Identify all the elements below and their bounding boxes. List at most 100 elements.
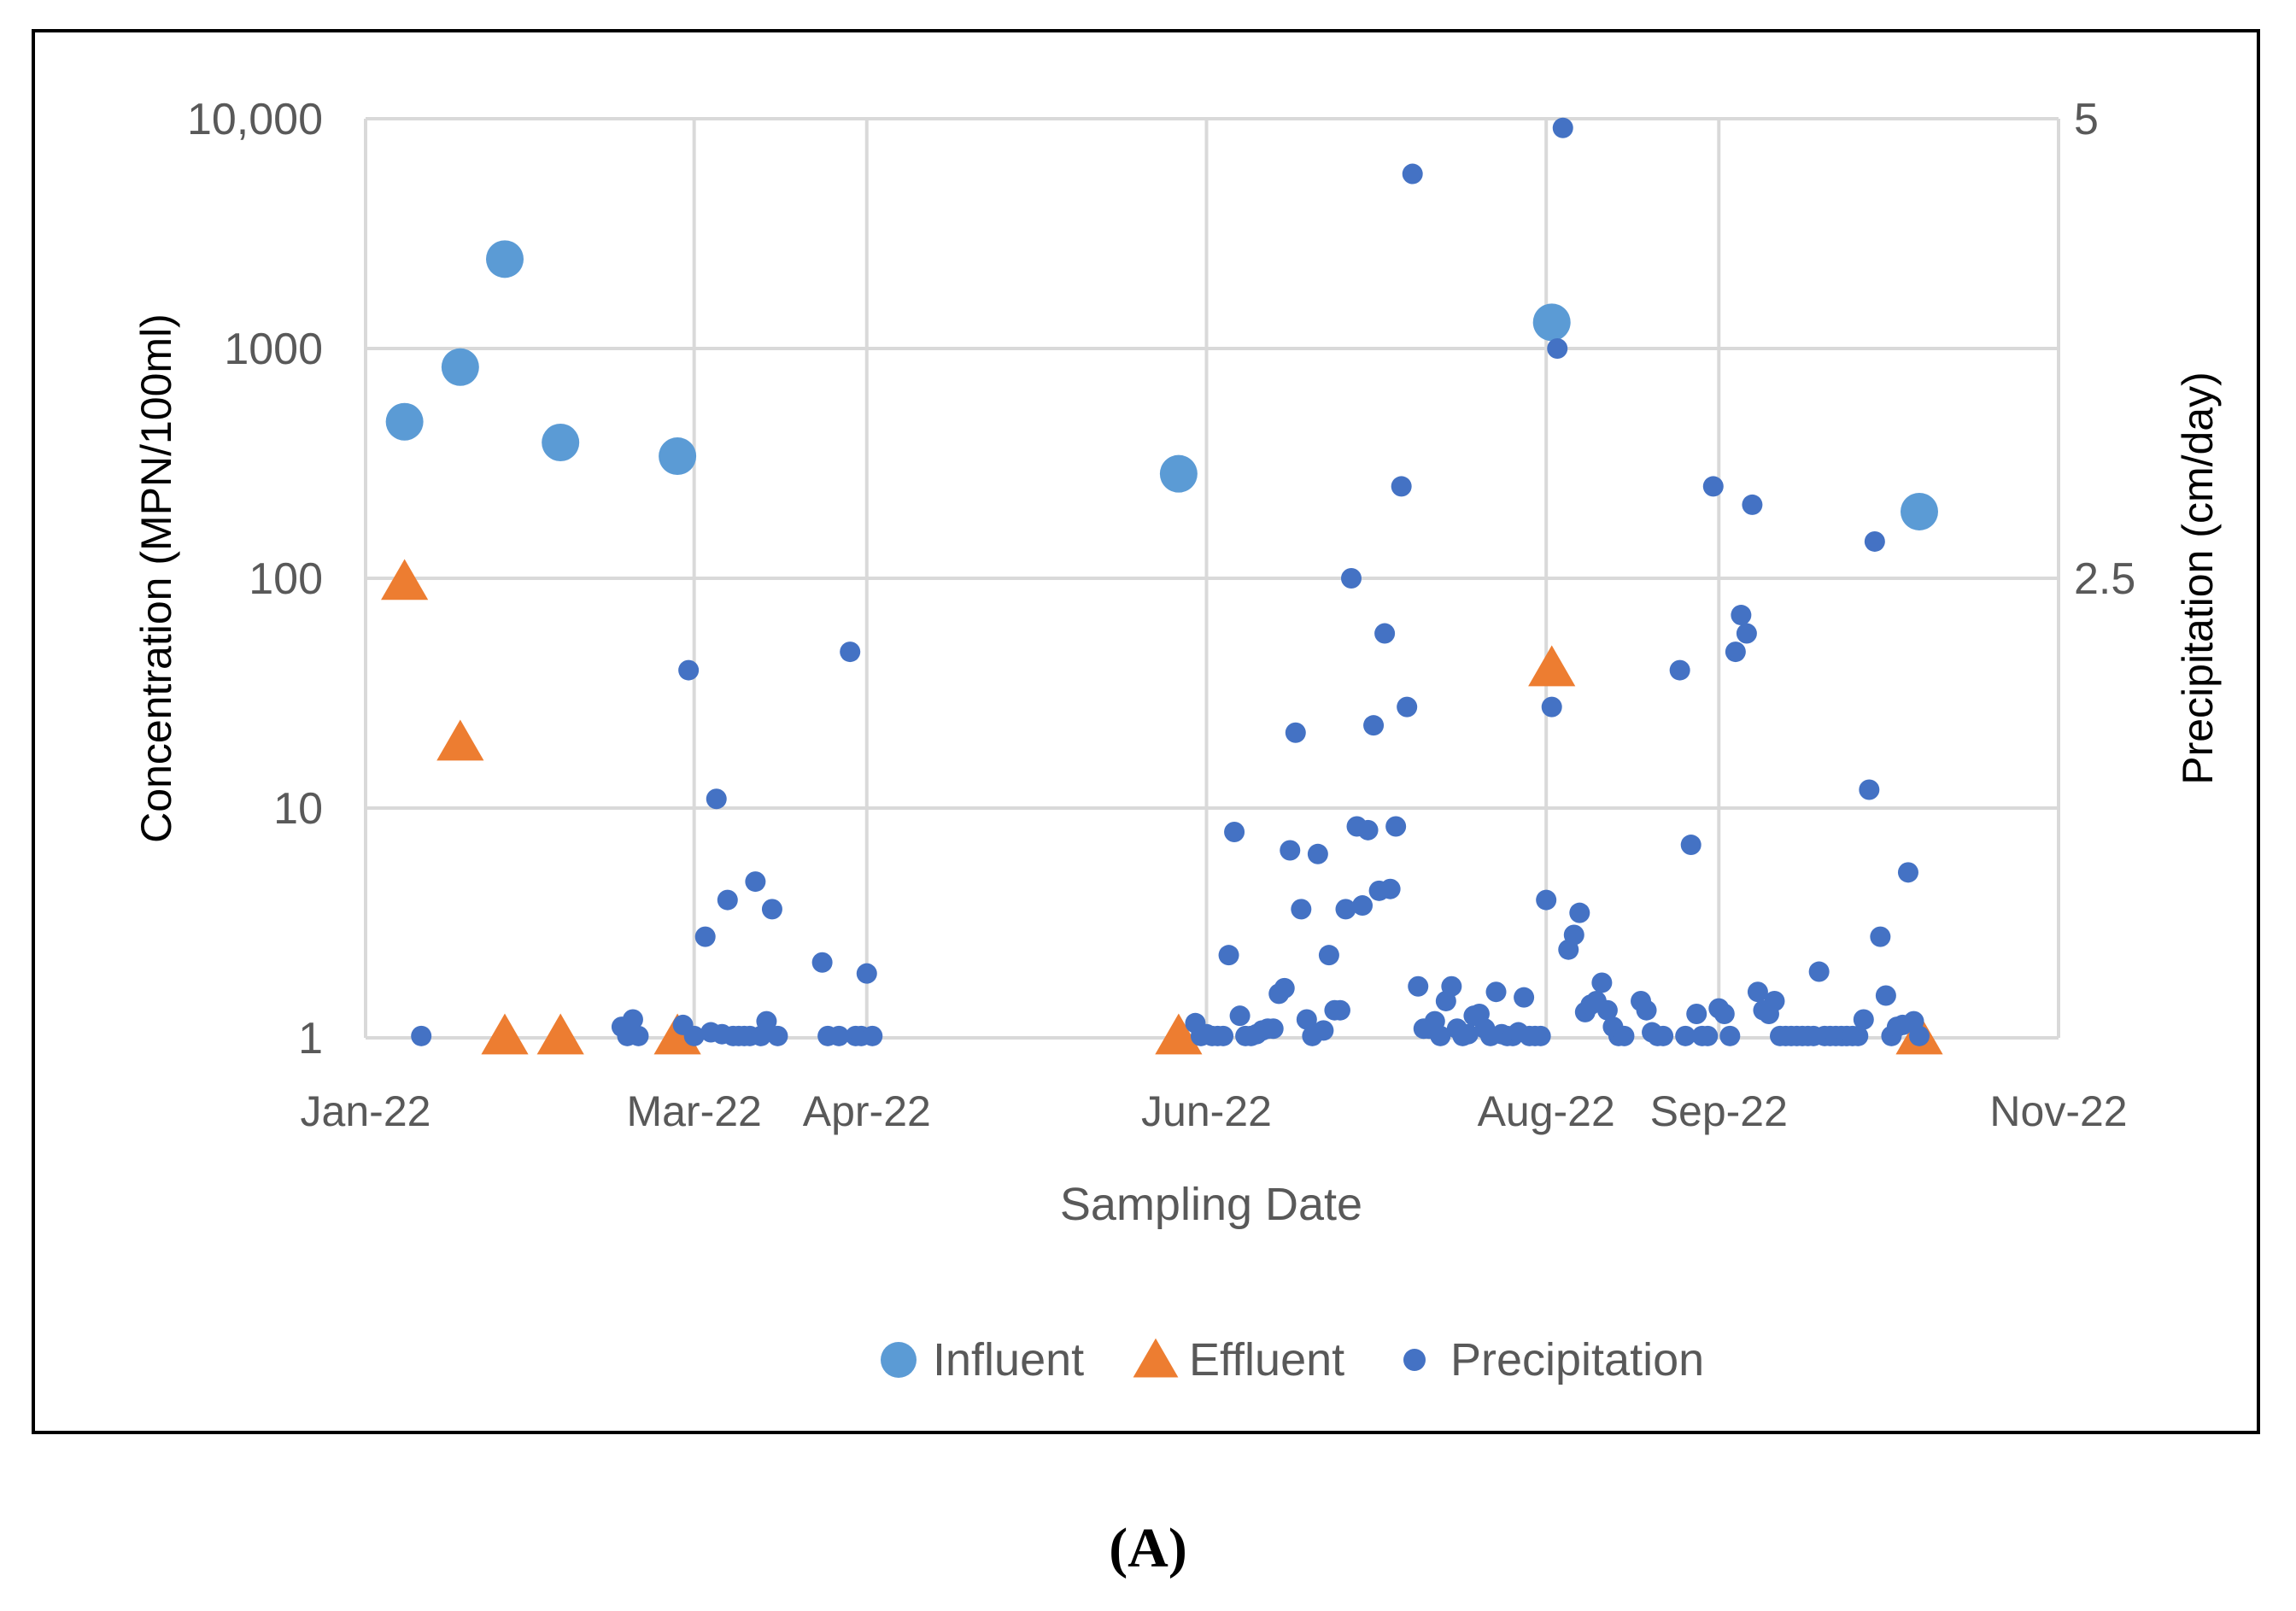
precipitation-point (1591, 972, 1613, 993)
y-tick-label: 1000 (224, 325, 323, 374)
legend-precipitation-marker (1403, 1349, 1426, 1371)
precipitation-point (1719, 1025, 1741, 1046)
precipitation-point (1307, 843, 1328, 864)
precipitation-point (1218, 945, 1239, 966)
y-tick-label: 10,000 (187, 95, 323, 144)
precipitation-point (1262, 1018, 1284, 1040)
y2-tick-label: 5 (2074, 95, 2099, 144)
y2-tick-label: 2.5 (2074, 554, 2135, 604)
precipitation-point (1569, 902, 1590, 923)
precipitation-point (1357, 819, 1379, 841)
precipitation-point (1669, 659, 1690, 681)
precipitation-point (694, 926, 716, 947)
precipitation-point (1731, 605, 1752, 626)
precipitation-point (706, 788, 727, 810)
precipitation-point (683, 1025, 705, 1046)
precipitation-point (1653, 1025, 1674, 1046)
influent-point (1159, 454, 1198, 493)
precipitation-point (1391, 476, 1412, 497)
precipitation-point (1352, 895, 1374, 917)
precipitation-point (1680, 835, 1702, 856)
influent-point (441, 348, 479, 386)
y2-axis-title: Precipitation (cm/day) (2174, 372, 2222, 785)
precipitation-point (1363, 715, 1385, 736)
precipitation-point (1530, 1025, 1551, 1046)
data-marks (381, 117, 1943, 1055)
precipitation-point (1697, 1025, 1719, 1046)
x-axis-title: Sampling Date (1060, 1179, 1362, 1230)
panel-label: (A) (1109, 1517, 1187, 1579)
precipitation-point (1374, 623, 1396, 644)
y-axis-title: Concentration (MPN/100ml) (132, 313, 180, 843)
precipitation-point (1224, 821, 1245, 842)
precipitation-point (1747, 981, 1768, 1003)
legend-precipitation-label: Precipitation (1450, 1334, 1704, 1385)
precipitation-point (862, 1025, 883, 1046)
precipitation-point (1875, 985, 1896, 1006)
precipitation-point (1614, 1025, 1635, 1046)
precipitation-point (1213, 1025, 1234, 1046)
effluent-point (1528, 645, 1576, 687)
precipitation-point (1313, 1020, 1334, 1041)
y-tick-label: 1 (298, 1014, 323, 1063)
precipitation-point (1702, 476, 1724, 497)
influent-point (485, 240, 524, 278)
influent-point (385, 402, 424, 441)
influent-point (1901, 492, 1939, 530)
legend: Influent Effluent Precipitation (881, 1334, 1704, 1385)
precipitation-point (856, 963, 877, 984)
precipitation-point (1736, 623, 1757, 644)
precipitation-point (745, 871, 766, 893)
x-tick-label: Aug-22 (1478, 1087, 1615, 1135)
precipitation-point (678, 659, 700, 681)
x-tick-label: Jun-22 (1141, 1087, 1272, 1135)
precipitation-point (628, 1025, 649, 1046)
precipitation-point (811, 952, 833, 973)
precipitation-point (1764, 990, 1785, 1011)
precipitation-point (1485, 981, 1507, 1003)
precipitation-point (1563, 924, 1584, 946)
precipitation-point (761, 899, 782, 920)
precipitation-point (717, 889, 738, 911)
precipitation-point (1725, 641, 1746, 663)
legend-influent-label: Influent (933, 1334, 1084, 1385)
precipitation-point (1280, 840, 1301, 861)
effluent-point (381, 559, 429, 600)
legend-effluent-marker (1133, 1338, 1179, 1378)
precipitation-point (1552, 117, 1573, 138)
precipitation-point (1457, 1023, 1479, 1045)
precipitation-point (1675, 1025, 1696, 1046)
precipitation-point (1329, 999, 1350, 1021)
precipitation-point (1318, 945, 1339, 966)
precipitation-point (1385, 816, 1407, 837)
grid-lines (364, 117, 2060, 1040)
precipitation-point (1335, 899, 1356, 920)
precipitation-point (1547, 338, 1568, 359)
precipitation-point (1897, 862, 1918, 883)
precipitation-point (1686, 1004, 1707, 1025)
precipitation-point (1402, 163, 1423, 185)
precipitation-point (1848, 1025, 1869, 1046)
precipitation-point (622, 1009, 643, 1030)
precipitation-point (1274, 977, 1295, 999)
x-tick-label: Apr-22 (803, 1087, 931, 1135)
influent-point (1532, 303, 1571, 342)
precipitation-point (1408, 975, 1429, 997)
precipitation-point (1808, 961, 1830, 982)
precipitation-point (1596, 999, 1618, 1021)
precipitation-point (1291, 899, 1312, 920)
precipitation-point (840, 641, 861, 663)
precipitation-point (1514, 987, 1535, 1008)
influent-point (542, 424, 580, 462)
precipitation-point (1397, 696, 1418, 718)
precipitation-point (1229, 1005, 1250, 1027)
precipitation-point (1379, 878, 1401, 899)
precipitation-point (411, 1025, 432, 1046)
precipitation-point (1636, 999, 1657, 1021)
x-tick-label: Sep-22 (1650, 1087, 1788, 1135)
y-tick-label: 10 (273, 784, 323, 834)
precipitation-point (1296, 1009, 1317, 1030)
legend-influent-marker (881, 1342, 917, 1378)
precipitation-point (1536, 889, 1557, 911)
precipitation-point (1859, 779, 1880, 800)
